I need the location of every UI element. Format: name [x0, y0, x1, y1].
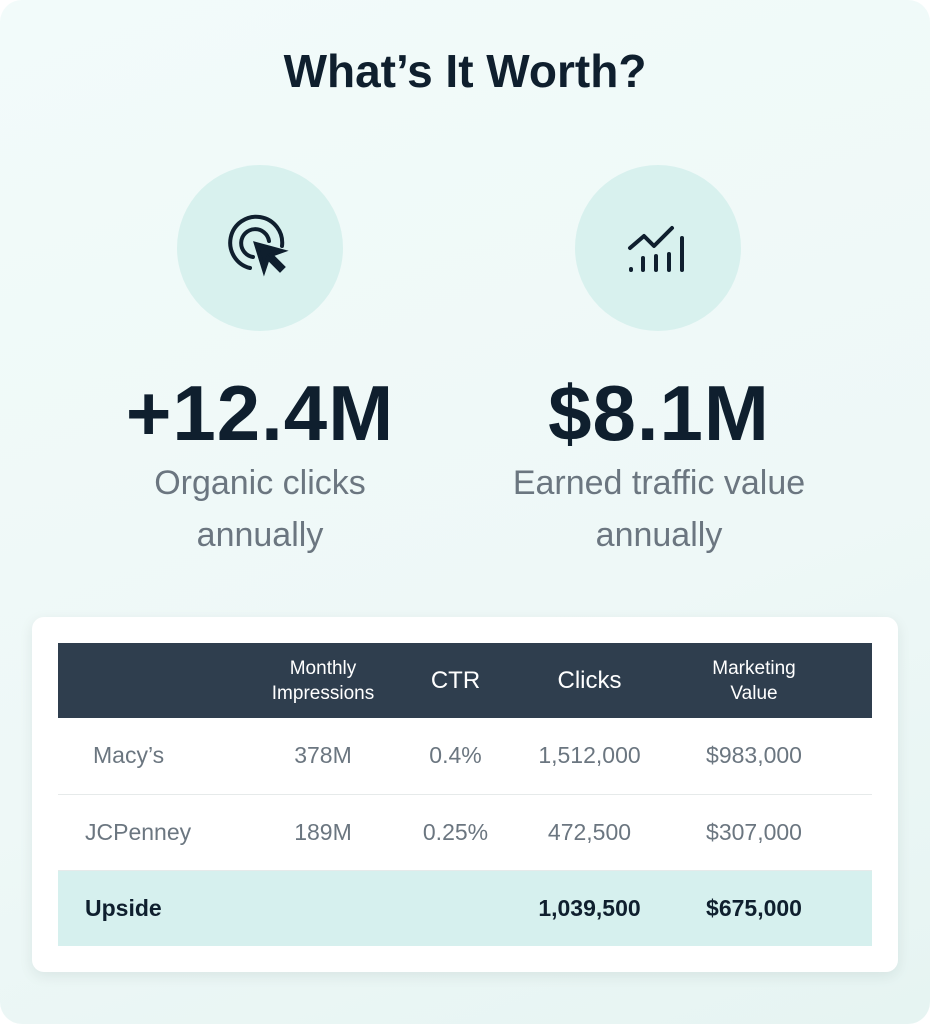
traffic-value-label: Earned traffic value annually — [459, 457, 859, 561]
table-row: Macy’s 378M 0.4% 1,512,000 $983,000 — [58, 718, 872, 795]
header-cell — [832, 643, 872, 718]
value-table: Monthly Impressions CTR Clicks Marketing… — [58, 643, 872, 946]
table-card: Monthly Impressions CTR Clicks Marketing… — [32, 617, 898, 972]
cell: 1,512,000 — [503, 718, 676, 795]
growth-chart-icon-badge — [575, 165, 741, 331]
cell: $983,000 — [676, 718, 832, 795]
cell — [408, 870, 503, 946]
table-header: Monthly Impressions CTR Clicks Marketing… — [58, 643, 872, 718]
cell: 0.25% — [408, 794, 503, 871]
cell: 189M — [238, 794, 408, 871]
header-cell: Monthly Impressions — [238, 643, 408, 718]
cell: 378M — [238, 718, 408, 795]
traffic-value: $8.1M — [548, 369, 770, 457]
header-label: Monthly Impressions — [271, 657, 375, 704]
label-line: Organic clicks — [154, 464, 366, 502]
cell: 1,039,500 — [503, 870, 676, 946]
click-target-icon — [228, 214, 289, 277]
header-cell — [58, 643, 238, 718]
label-line: annually — [595, 516, 723, 554]
row-name: Macy’s — [58, 718, 238, 795]
header-cell: Clicks — [503, 643, 676, 718]
cell: $675,000 — [676, 870, 832, 946]
cell — [238, 870, 408, 946]
page-title: What’s It Worth? — [283, 45, 647, 97]
growth-chart-icon — [628, 226, 684, 272]
cell — [832, 870, 872, 946]
cell: $307,000 — [676, 794, 832, 871]
header-cell: Marketing Value — [676, 643, 832, 718]
header-label: Marketing Value — [712, 657, 796, 704]
cell — [832, 794, 872, 871]
header-cell: CTR — [408, 643, 503, 718]
label-line: Earned traffic value — [512, 464, 806, 502]
organic-clicks-label: Organic clicks annually — [60, 457, 460, 561]
row-name: Upside — [58, 870, 238, 946]
row-name: JCPenney — [58, 794, 238, 871]
click-target-icon-badge — [177, 165, 343, 331]
label-line: annually — [196, 516, 324, 554]
table-row: JCPenney 189M 0.25% 472,500 $307,000 — [58, 794, 872, 871]
cell — [832, 718, 872, 795]
organic-clicks-value: +12.4M — [125, 369, 395, 457]
cell: 0.4% — [408, 718, 503, 795]
upside-row: Upside 1,039,500 $675,000 — [58, 870, 872, 946]
cell: 472,500 — [503, 794, 676, 871]
